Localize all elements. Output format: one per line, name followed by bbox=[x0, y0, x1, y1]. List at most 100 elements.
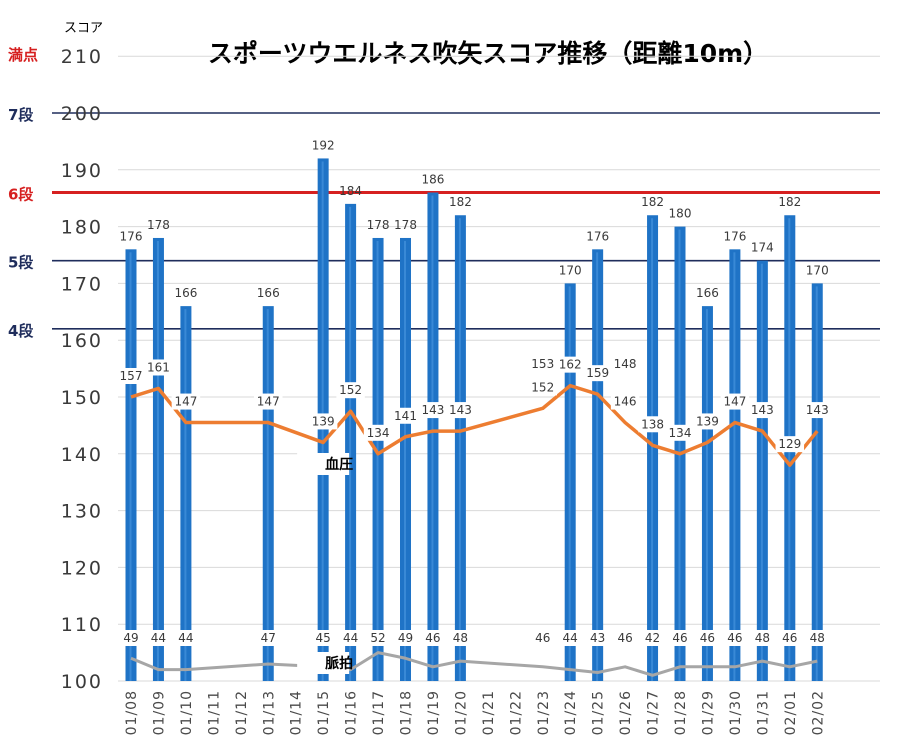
data-label-bg bbox=[116, 368, 146, 384]
reference-label: 4段 bbox=[8, 322, 33, 340]
bar-highlight bbox=[733, 252, 736, 681]
data-label: 48 bbox=[810, 631, 825, 645]
data-label-bg bbox=[775, 436, 805, 453]
x-ticks: 01/08 01/09 01/10 01/11 01/12 01/13 01/14 01/15… bbox=[124, 690, 826, 735]
bar-highlight bbox=[760, 263, 763, 681]
data-label: 46 bbox=[535, 631, 550, 645]
data-label: 147 bbox=[174, 395, 197, 409]
bar-value-label: 182 bbox=[778, 195, 801, 209]
series-lines bbox=[130, 383, 819, 677]
y-tick-label: 210 bbox=[61, 46, 103, 68]
data-label-bg bbox=[367, 630, 389, 646]
data-label-bg bbox=[751, 630, 773, 646]
data-label-bg bbox=[806, 630, 828, 646]
y-tick-label: 160 bbox=[61, 330, 103, 352]
data-label-bg bbox=[391, 407, 420, 424]
data-label-bg bbox=[748, 402, 777, 419]
x-tick-label: 01/27 bbox=[646, 690, 662, 735]
data-label: 159 bbox=[586, 366, 609, 380]
data-label-bg bbox=[559, 630, 581, 646]
data-label-bg bbox=[446, 402, 475, 419]
data-label: 157 bbox=[120, 369, 143, 383]
bar-value-label: 176 bbox=[120, 229, 143, 243]
data-label-bg bbox=[171, 393, 201, 410]
bar-highlight bbox=[349, 206, 352, 681]
y-tick-label: 110 bbox=[61, 614, 103, 636]
x-tick-label: 01/15 bbox=[316, 690, 332, 735]
x-tick-label: 01/22 bbox=[508, 690, 524, 735]
bar-value-label: 170 bbox=[806, 263, 829, 277]
series-line bbox=[130, 383, 819, 467]
bar-value-label: 170 bbox=[559, 263, 582, 277]
bar-highlight bbox=[568, 286, 571, 681]
data-label: 48 bbox=[453, 631, 468, 645]
data-label: 143 bbox=[449, 403, 472, 417]
data-label-bg bbox=[147, 630, 169, 646]
bar-value-label: 178 bbox=[147, 218, 170, 232]
x-tick-label: 01/11 bbox=[206, 690, 222, 735]
x-tick-label: 01/29 bbox=[700, 690, 716, 735]
bar-highlight bbox=[184, 309, 187, 681]
series-name-label: 血圧 bbox=[325, 456, 353, 473]
y-tick-label: 140 bbox=[61, 444, 103, 466]
data-label: 134 bbox=[669, 426, 692, 440]
bar-value-label: 184 bbox=[339, 184, 362, 198]
bar-value-label: 192 bbox=[312, 138, 335, 152]
x-tick-label: 01/31 bbox=[755, 690, 771, 735]
data-label: 44 bbox=[151, 631, 166, 645]
y-tick-label: 130 bbox=[61, 501, 103, 523]
data-label: 45 bbox=[316, 631, 331, 645]
data-label-bg bbox=[257, 630, 279, 646]
x-tick-label: 01/20 bbox=[453, 690, 469, 735]
y-tick-label: 190 bbox=[61, 160, 103, 182]
x-tick-label: 01/17 bbox=[371, 690, 387, 735]
series-name-label: 脈拍 bbox=[325, 655, 353, 672]
data-label: 44 bbox=[343, 631, 358, 645]
bar-value-label: 182 bbox=[449, 195, 472, 209]
data-label-bg bbox=[120, 630, 142, 646]
data-label: 139 bbox=[312, 414, 335, 428]
bar-value-label: 176 bbox=[723, 229, 746, 243]
bar-highlight bbox=[431, 195, 434, 681]
data-label-bg bbox=[418, 402, 448, 419]
x-tick-label: 01/13 bbox=[261, 690, 277, 735]
y-tick-label: 170 bbox=[61, 273, 103, 295]
bar-value-label: 178 bbox=[394, 218, 417, 232]
x-tick-label: 01/28 bbox=[673, 690, 689, 735]
bar-highlight bbox=[404, 240, 406, 681]
data-label: 46 bbox=[617, 631, 632, 645]
bar-highlight bbox=[266, 309, 269, 681]
x-tick-label: 01/24 bbox=[563, 690, 579, 735]
gridlines bbox=[118, 55, 880, 682]
bar-value-label: 186 bbox=[421, 173, 444, 187]
data-label-bg bbox=[669, 630, 691, 646]
data-label-bg bbox=[254, 393, 283, 410]
data-label-bg bbox=[422, 630, 444, 646]
data-label: 143 bbox=[421, 403, 444, 417]
series-name-bg bbox=[297, 453, 350, 475]
data-label-bg bbox=[144, 359, 173, 376]
data-label: 162 bbox=[559, 358, 582, 372]
chart-title: スポーツウエルネス吹矢スコア推移（距離10m） bbox=[208, 39, 768, 68]
data-label: 52 bbox=[370, 631, 385, 645]
bar-value-label: 166 bbox=[257, 286, 280, 300]
x-tick-label: 02/02 bbox=[810, 690, 826, 735]
x-tick-label: 01/12 bbox=[234, 690, 250, 735]
data-label: 147 bbox=[723, 395, 746, 409]
x-tick-label: 01/25 bbox=[591, 690, 607, 735]
y-tick-label: 200 bbox=[61, 103, 103, 125]
data-label-bg bbox=[449, 630, 471, 646]
data-label-bg bbox=[308, 413, 338, 430]
bar-highlight bbox=[156, 240, 159, 681]
data-label-bg bbox=[340, 630, 362, 646]
data-label: 44 bbox=[178, 631, 193, 645]
bar-highlight bbox=[815, 286, 818, 681]
data-label: 42 bbox=[645, 631, 660, 645]
data-label: 48 bbox=[755, 631, 770, 645]
y-ticks: 100 110 120 130 140 150 160 170 180 190 200 210 bbox=[61, 46, 103, 693]
x-tick-label: 01/18 bbox=[399, 690, 415, 735]
data-label: 49 bbox=[123, 631, 138, 645]
series-name-bg bbox=[297, 652, 350, 674]
data-label: 141 bbox=[394, 409, 417, 423]
